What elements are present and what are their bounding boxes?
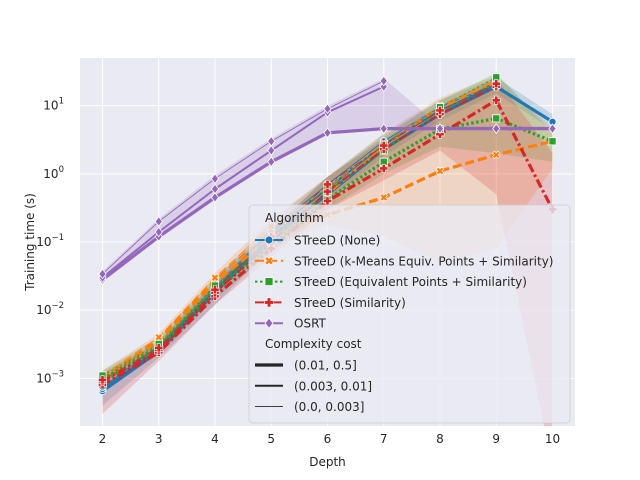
data-point [323,103,332,115]
data-point [323,179,332,189]
y-tick-base: 10 [36,303,51,317]
y-tick-label: 10−2 [36,301,64,317]
data-point-legend [264,235,274,245]
data-point [379,123,388,134]
series-line [101,98,554,387]
data-point [435,166,445,176]
y-tick-label: 10−1 [36,233,64,249]
y-tick-base: 10 [43,167,58,181]
x-tick-label: 8 [436,432,444,446]
data-point [491,79,501,89]
data-point [491,95,501,105]
confidence-band [102,78,553,426]
data-point [267,156,276,168]
series-markers [98,73,557,396]
legend-algorithm-label: STreeD (k-Means Equiv. Points + Similari… [294,254,553,268]
x-axis-ticks: 2 3 4 5 6 7 8 9 10 [99,432,560,446]
data-point [154,343,164,353]
data-point [210,285,220,295]
x-tick-label: 7 [380,432,388,446]
legend-algorithm-label: STreeD (Equivalent Points + Similarity) [294,275,527,289]
data-point [379,163,389,173]
legend-algorithm-label: STreeD (None) [294,234,380,248]
data-point [492,150,501,160]
data-point [492,123,501,134]
legend-algorithm-title: Algorithm [265,211,324,225]
data-point [210,273,220,282]
y-tick-label: 101 [43,97,64,113]
data-point [323,187,332,196]
x-axis-label: Depth [309,455,346,469]
data-point [210,183,220,195]
legend-cost-label: (0.003, 0.01] [294,379,372,393]
series-line [102,79,497,376]
y-tick-base: 10 [43,99,58,113]
y-tick-label: 10−3 [36,369,64,385]
x-tick-label: 9 [492,432,500,446]
y-tick-exponent: −3 [51,369,64,379]
y-tick-exponent: 0 [59,165,64,175]
series-lines [101,77,554,393]
y-axis-label: Training time (s) [23,193,37,292]
data-point [379,193,388,202]
data-point [267,145,276,156]
data-point [98,375,107,385]
legend-frame [248,204,571,424]
x-tick-label: 3 [155,432,163,446]
data-point [379,81,388,92]
data-point [379,141,389,150]
data-point [98,268,107,280]
legend-cost-title: Complexity cost [265,337,362,351]
data-point [323,127,332,139]
x-tick-label: 5 [267,432,275,446]
data-point [548,137,557,146]
legend-cost-label: (0.01, 0.5] [294,359,357,373]
data-point [435,123,445,134]
data-point [267,135,276,147]
x-tick-label: 6 [324,432,332,446]
data-point-legend [264,277,274,287]
data-point [210,192,220,203]
data-point-legend [264,317,274,330]
legend-cost-label: (0.0, 0.003] [294,400,364,414]
x-tick-label: 2 [99,432,107,446]
y-tick-base: 10 [36,371,51,385]
confidence-band [102,75,553,385]
legend: Algorithm STreeD (None) STreeD (k-Means E… [248,204,571,424]
x-tick-label: 4 [211,432,219,446]
data-point [492,114,501,123]
data-point [379,75,388,87]
legend-algorithm-label: OSRT [294,317,327,331]
series-line [102,83,497,381]
data-point-legend [264,297,274,308]
data-point [154,216,163,227]
y-tick-label: 100 [43,165,64,181]
data-point-legend [264,256,274,266]
x-tick-label: 10 [545,432,560,446]
series-line [101,85,385,279]
data-point [154,226,163,238]
legend-algorithm-label: STreeD (Similarity) [294,296,406,310]
data-point [435,129,445,139]
y-tick-exponent: −1 [51,233,64,243]
data-point [210,173,220,184]
data-point [435,106,445,115]
y-tick-exponent: 1 [59,97,64,107]
data-point [548,123,557,134]
series-line [102,80,384,275]
y-tick-exponent: −2 [51,301,64,311]
y-tick-base: 10 [36,235,51,249]
